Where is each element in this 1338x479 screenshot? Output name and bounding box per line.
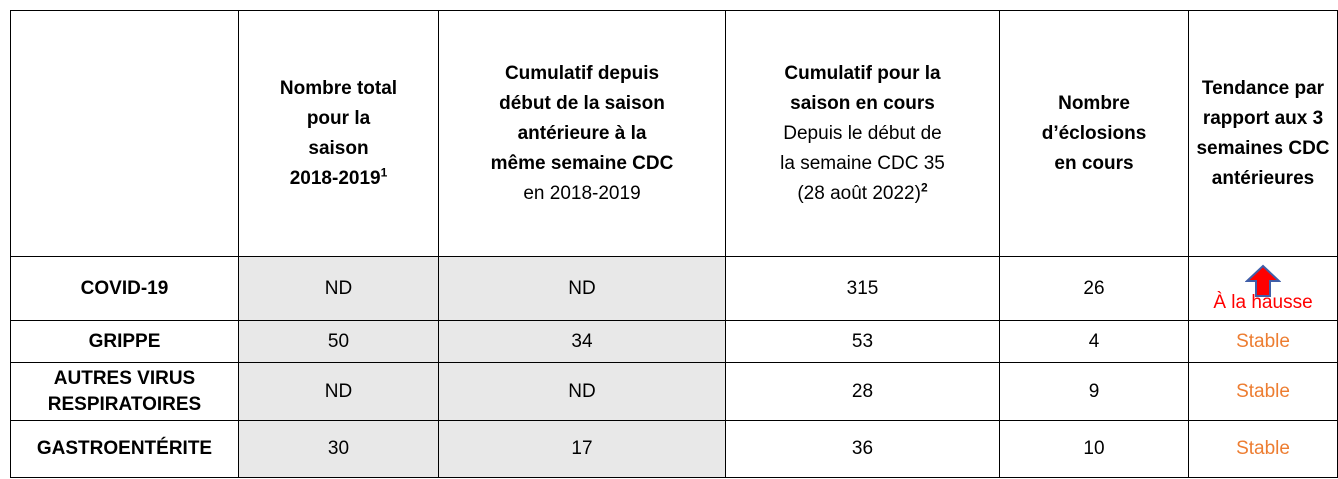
row-label: GRIPPE <box>88 330 161 352</box>
cell-value: 36 <box>851 438 874 459</box>
header-text: la semaine CDC 35 <box>780 152 945 174</box>
data-cell: 50 <box>238 320 439 363</box>
row-label: AUTRES VIRUS <box>53 367 196 389</box>
data-cell: ND <box>438 362 726 421</box>
header-text: en 2018-2019 <box>523 182 641 204</box>
trend-cell: À la hausse <box>1188 256 1338 321</box>
data-cell: 28 <box>725 362 1000 421</box>
trend-cell: Stable <box>1188 420 1338 478</box>
header-bold-text: rapport aux 3 <box>1202 107 1324 129</box>
data-cell: ND <box>438 256 726 321</box>
header-bold-text: Nombre total <box>279 77 398 99</box>
header-bold-text: 2018-2019 <box>289 167 381 189</box>
trend-cell: Stable <box>1188 320 1338 363</box>
header-cell: Nombre d’éclosions en cours <box>999 10 1189 257</box>
data-cell: 10 <box>999 420 1189 478</box>
data-row: AUTRES VIRUS RESPIRATOIRES ND ND 28 9 Stable <box>10 362 1338 421</box>
header-cell: Cumulatif pour la saison en cours Depuis l… <box>725 10 1000 257</box>
header-bold-text: Nombre <box>1058 92 1130 114</box>
data-cell: ND <box>238 256 439 321</box>
cell-value: 17 <box>571 438 593 459</box>
cell-value: ND <box>324 277 353 299</box>
header-bold-text: pour la <box>306 107 371 129</box>
header-row: Nombre total pour la saison 2018-20191 Cumul… <box>10 10 1338 257</box>
trend-label: Stable <box>1236 380 1290 402</box>
header-bold-text: antérieure à la <box>517 122 647 144</box>
trend-label: Stable <box>1236 330 1290 352</box>
header-cell: Nombre total pour la saison 2018-20191 <box>238 10 439 257</box>
header-cell: Tendance par rapport aux 3 semaines CDC ant… <box>1188 10 1338 257</box>
row-header: AUTRES VIRUS RESPIRATOIRES <box>10 362 239 421</box>
trend-cell: Stable <box>1188 362 1338 421</box>
header-bold-text: antérieures <box>1211 167 1315 189</box>
data-row: GRIPPE 50 34 53 4 Stable <box>10 320 1338 363</box>
header-bold-text: en cours <box>1054 152 1134 174</box>
data-cell: 36 <box>725 420 1000 478</box>
table-body: COVID-19 ND ND 315 26 À la hausse GRIPPE 50 34 53… <box>10 256 1338 478</box>
data-cell: 4 <box>999 320 1189 363</box>
row-label: GASTROENTÉRITE <box>36 438 213 459</box>
data-cell: 30 <box>238 420 439 478</box>
cell-value: 28 <box>851 380 874 402</box>
cell-value: 315 <box>846 277 879 299</box>
cell-value: ND <box>568 277 596 299</box>
header-bold-text: d’éclosions <box>1041 122 1147 144</box>
data-cell: 26 <box>999 256 1189 321</box>
footnote-mark: 2 <box>920 180 928 195</box>
data-row: COVID-19 ND ND 315 26 À la hausse <box>10 256 1338 321</box>
arrow-shape <box>1245 264 1281 297</box>
corner-cell <box>10 10 239 257</box>
header-cell: Cumulatif depuis début de la saison antéri… <box>438 10 726 257</box>
cell-value: 26 <box>1083 277 1105 299</box>
header-bold-text: même semaine CDC <box>490 152 674 174</box>
row-header: GRIPPE <box>10 320 239 363</box>
data-cell: 315 <box>725 256 1000 321</box>
header-bold-text: semaines CDC <box>1196 137 1330 159</box>
footnote-mark: 1 <box>380 165 388 180</box>
header-bold-text: Tendance par <box>1201 77 1325 99</box>
up-arrow-icon <box>1245 264 1281 297</box>
row-label: COVID-19 <box>80 277 169 299</box>
cell-value: 30 <box>327 438 350 459</box>
cell-value: 9 <box>1088 380 1100 402</box>
cell-value: 53 <box>851 330 874 352</box>
trend-label: À la hausse <box>1213 291 1313 313</box>
data-cell: 53 <box>725 320 1000 363</box>
header-bold-text: Cumulatif depuis <box>504 62 660 84</box>
row-header: COVID-19 <box>10 256 239 321</box>
header-text: Depuis le début de <box>783 122 942 144</box>
data-row: GASTROENTÉRITE 30 17 36 10 Stable <box>10 420 1338 478</box>
surveillance-table: Nombre total pour la saison 2018-20191 Cumul… <box>10 10 1338 478</box>
cell-value: 4 <box>1088 330 1100 352</box>
row-header: GASTROENTÉRITE <box>10 420 239 478</box>
cell-value: 34 <box>571 330 593 352</box>
header-bold-text: saison en cours <box>790 92 935 114</box>
header-bold-text: Cumulatif pour la <box>784 62 941 84</box>
cell-value: ND <box>568 380 596 402</box>
header-bold-text: saison <box>308 137 369 159</box>
data-cell: 34 <box>438 320 726 363</box>
data-cell: 9 <box>999 362 1189 421</box>
data-cell: 17 <box>438 420 726 478</box>
trend-label: Stable <box>1236 438 1290 459</box>
cell-value: ND <box>324 380 353 402</box>
header-bold-text: début de la saison <box>499 92 665 114</box>
cell-value: 50 <box>327 330 350 352</box>
cell-value: 10 <box>1083 438 1105 459</box>
row-label: RESPIRATOIRES <box>47 393 202 415</box>
data-cell: ND <box>238 362 439 421</box>
header-text: (28 août 2022) <box>797 182 921 204</box>
